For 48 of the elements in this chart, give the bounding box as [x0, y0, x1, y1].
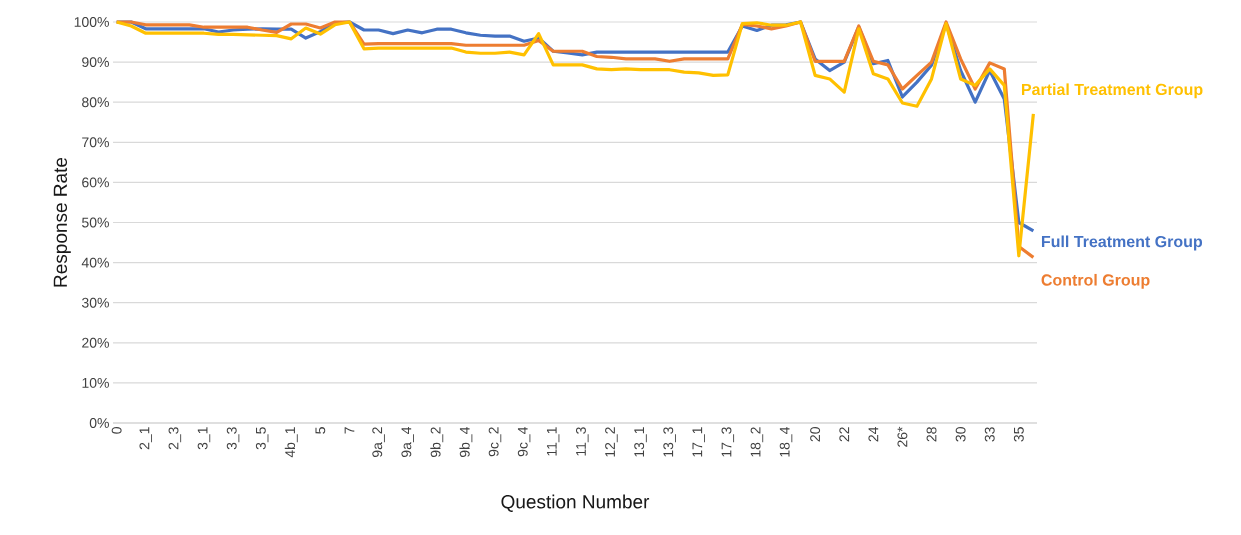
- x-tick-label: 2_1: [139, 427, 153, 450]
- x-tick-label: 3_5: [255, 427, 269, 450]
- x-tick-label: 22: [839, 427, 850, 442]
- y-tick-label: 50%: [82, 217, 109, 228]
- x-tick-label: 17_3: [721, 427, 735, 457]
- x-tick-label: 7: [344, 427, 355, 434]
- x-tick-label: 24: [868, 426, 879, 442]
- y-tick-label: 40%: [81, 257, 109, 268]
- series-label: Partial Treatment Group: [1021, 83, 1203, 99]
- y-tick-label: 70%: [82, 137, 109, 148]
- x-tick-label: 20: [810, 427, 821, 442]
- x-tick-label: 26*: [897, 426, 908, 447]
- y-axis-title: Response Rate: [53, 157, 71, 287]
- x-tick-label: 11_3: [576, 427, 589, 456]
- x-tick-label: 9c_4: [517, 426, 531, 457]
- x-tick-label: 3_3: [226, 427, 240, 450]
- x-tick-label: 11_1: [546, 427, 560, 456]
- x-tick-label: 33: [984, 427, 995, 442]
- x-tick-label: 35: [1013, 427, 1024, 442]
- x-tick-label: 18_2: [750, 427, 764, 457]
- y-tick-label: 80%: [82, 97, 109, 108]
- x-tick-label: 13_3: [663, 427, 676, 457]
- x-tick-label: 2_3: [168, 427, 182, 450]
- y-tick-label: 20%: [82, 337, 109, 348]
- x-tick-label: 30: [955, 427, 966, 442]
- series-label: Control Group: [1041, 273, 1150, 289]
- x-tick-label: 13_1: [634, 427, 647, 457]
- x-tick-label: 17_1: [692, 427, 705, 457]
- x-tick-label: 28: [926, 427, 937, 442]
- y-tick-label: 60%: [82, 177, 109, 188]
- y-tick-label: 30%: [81, 297, 109, 308]
- y-tick-label: 90%: [82, 57, 109, 68]
- y-tick-label: 100%: [74, 17, 109, 27]
- x-tick-label: 0: [111, 427, 122, 434]
- x-tick-label: 5: [315, 427, 326, 434]
- y-tick-label: 0%: [89, 418, 109, 428]
- y-tick-label: 10%: [82, 377, 109, 388]
- x-tick-label: 9b_4: [459, 426, 473, 458]
- x-tick-label: 9a_2: [372, 427, 385, 458]
- x-tick-label: 9a_4: [401, 426, 414, 458]
- x-tick-label: 18_4: [779, 426, 793, 457]
- x-axis-title: Question Number: [501, 494, 650, 512]
- series-label: Full Treatment Group: [1041, 235, 1203, 251]
- x-tick-label: 9c_2: [488, 427, 502, 457]
- x-tick-label: 9b_2: [430, 427, 444, 458]
- x-tick-label: 12_2: [605, 427, 618, 457]
- x-tick-label: 4b_1: [284, 427, 298, 458]
- x-tick-label: 3_1: [197, 427, 211, 450]
